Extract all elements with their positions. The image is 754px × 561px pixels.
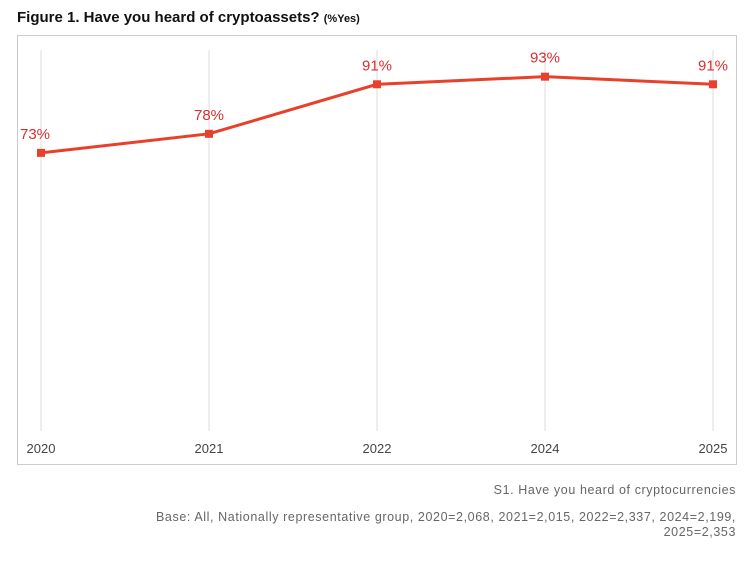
x-tick-label: 2022: [363, 441, 392, 456]
data-label: 93%: [530, 50, 560, 67]
data-label: 91%: [698, 57, 728, 74]
data-label: 91%: [362, 57, 392, 74]
x-tick-label: 2025: [699, 441, 728, 456]
base-line-1: Base: All, Nationally representative gro…: [155, 510, 736, 524]
title-sub: (%Yes): [323, 13, 360, 25]
x-tick-label: 2024: [531, 441, 560, 456]
question-note: S1. Have you heard of cryptocurrencies: [493, 483, 736, 497]
data-point: [37, 148, 45, 157]
data-label: 73%: [20, 126, 50, 143]
data-label: 78%: [194, 107, 224, 124]
data-point: [205, 129, 213, 138]
title-main: Figure 1. Have you heard of cryptoassets…: [17, 9, 320, 26]
base-line-2: 2025=2,353: [663, 525, 736, 539]
base-note: Base: All, Nationally representative gro…: [156, 510, 736, 540]
chart-frame: [17, 35, 737, 465]
data-point: [709, 80, 717, 89]
x-tick-label: 2021: [195, 441, 224, 456]
x-tick-label: 2020: [27, 441, 56, 456]
data-point: [541, 72, 549, 81]
data-point: [373, 80, 381, 89]
chart-title: Figure 1. Have you heard of cryptoassets…: [17, 9, 360, 26]
